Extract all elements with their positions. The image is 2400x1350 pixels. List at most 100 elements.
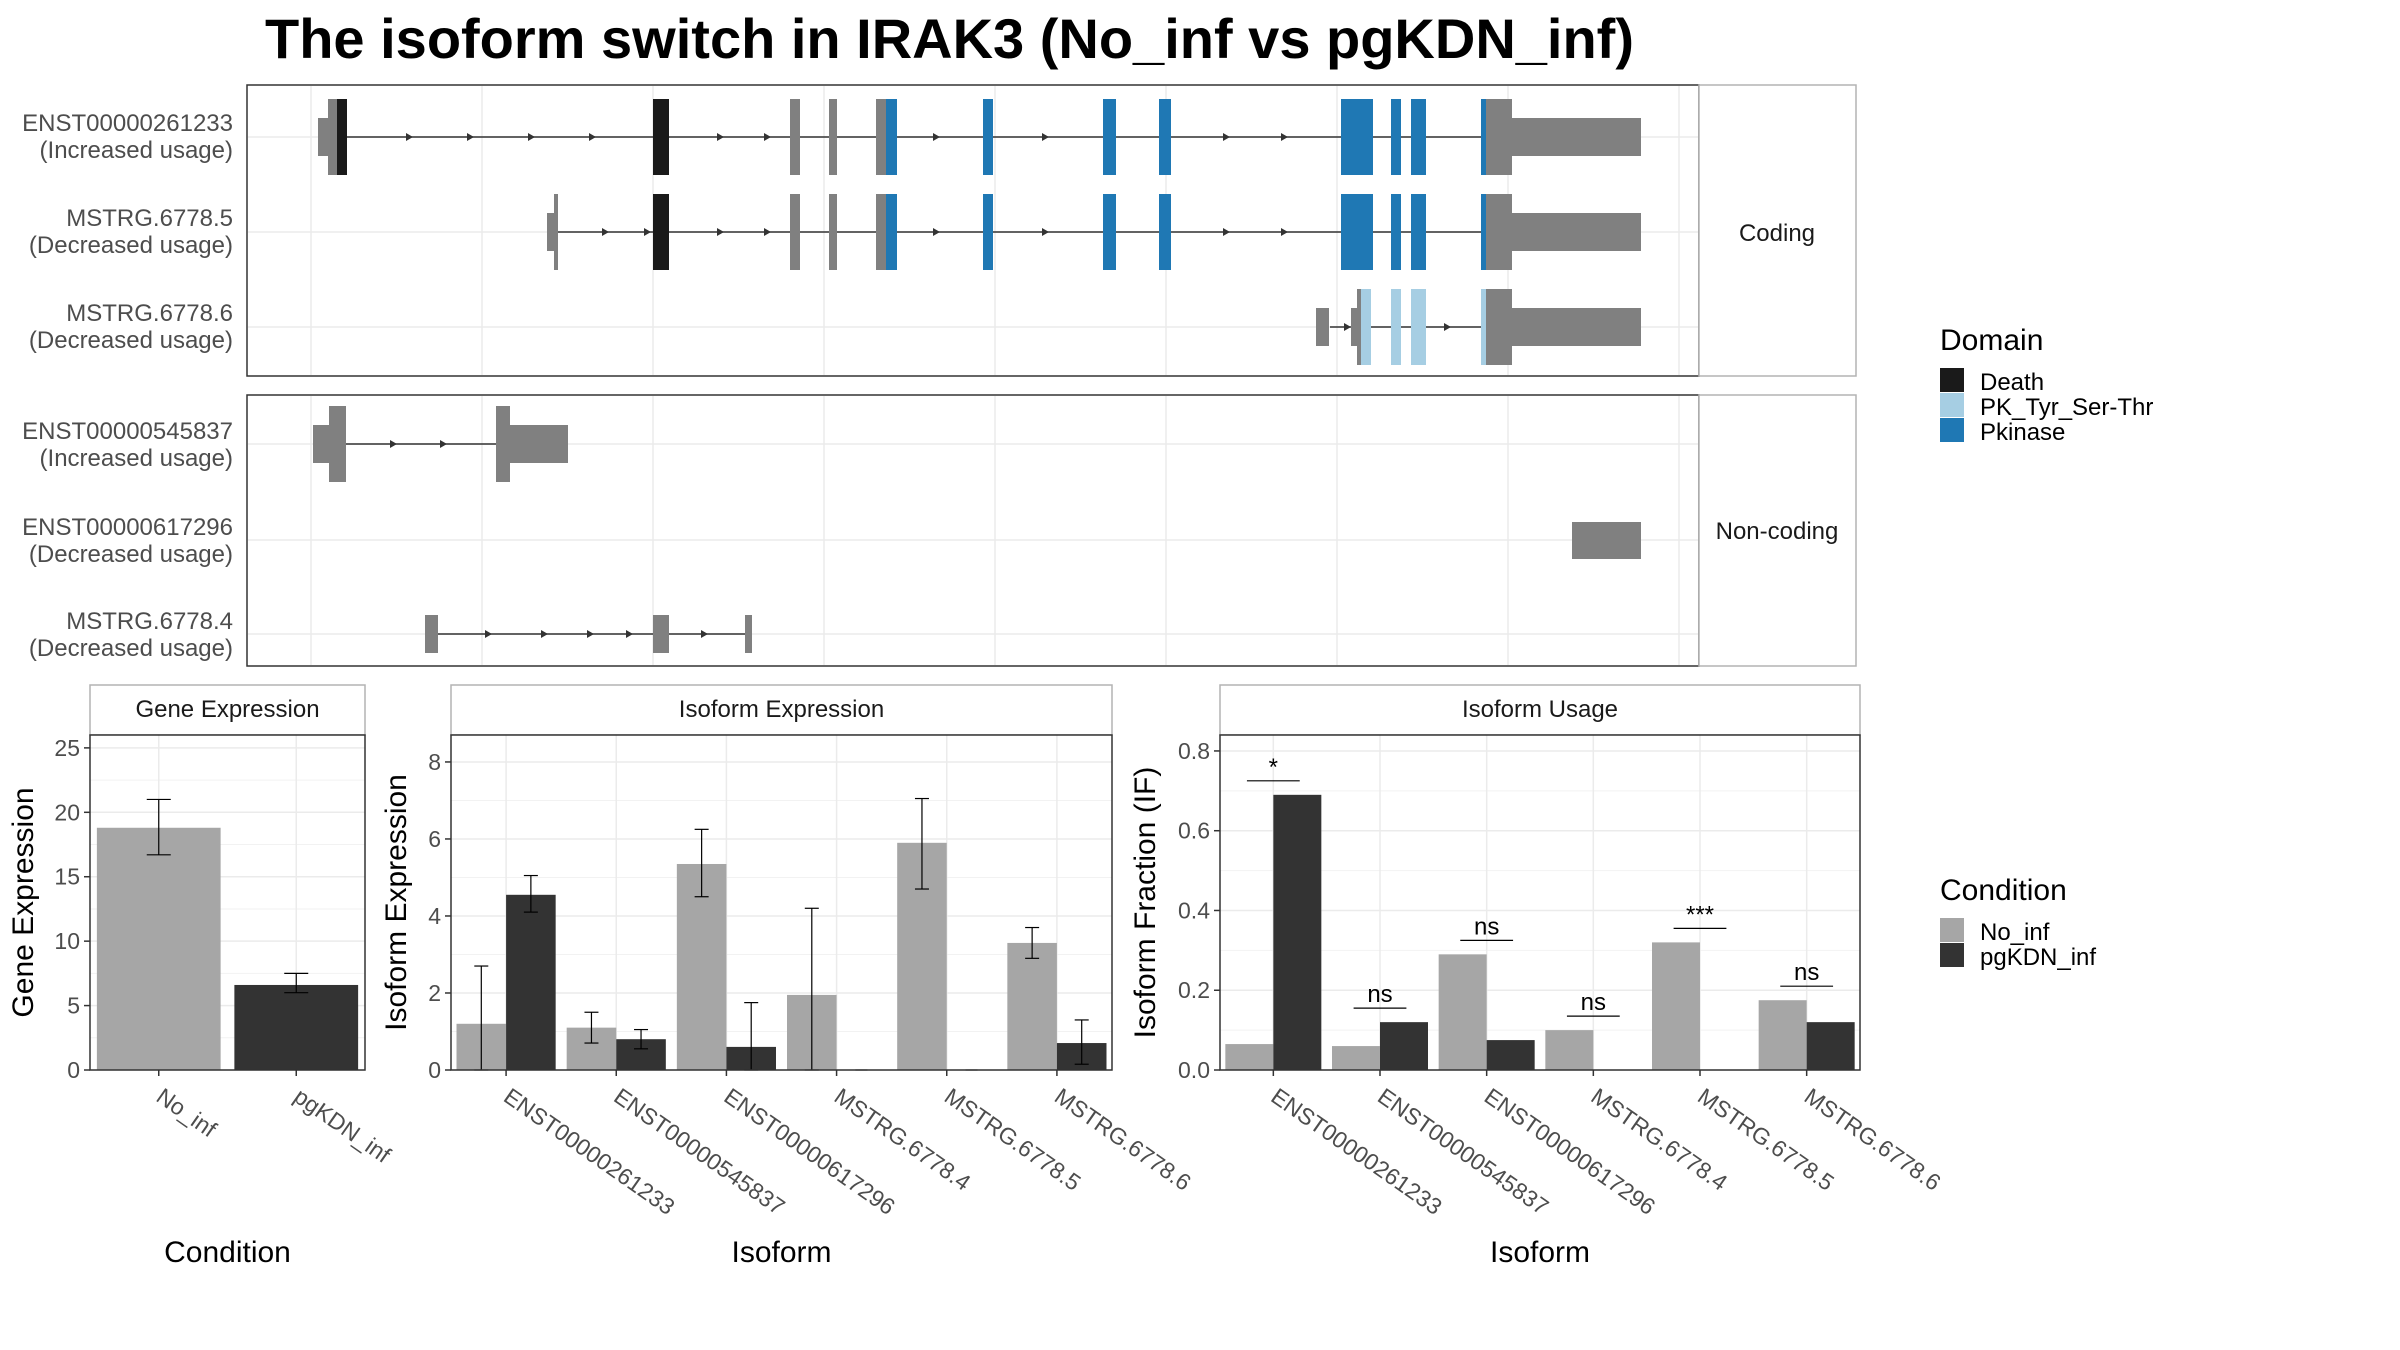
domain-pk-tyr-ser-thr [1361,289,1371,365]
x-tick-label: pgKDN_inf [289,1083,396,1168]
domain-pk-tyr-ser-thr [1411,289,1426,365]
condition-legend: Condition No_inf pgKDN_inf [1940,874,2096,971]
transcript-model-enst00000545837 [313,406,568,482]
error-bar [694,828,709,898]
transcript-name: MSTRG.6778.5 [66,205,233,232]
bar [1758,1000,1807,1070]
domain-pkinase [1481,194,1486,270]
domain-pkinase [1391,99,1401,175]
bar [234,984,359,1070]
bar [1380,1022,1428,1070]
transcript-models [313,99,1641,653]
bar [1332,1046,1380,1070]
chart-strip [450,684,1113,736]
intron-arrows [485,630,708,638]
domain-pkinase [1159,194,1171,270]
domain-pkinase [1391,194,1401,270]
legend-label-no-inf: No_inf [1980,919,2050,946]
structure-panel: Coding Non-coding ENST00000261233 (Incre… [22,84,1857,667]
bar [1652,942,1700,1070]
transcript-usage: (Decreased usage) [29,327,233,354]
noncoding-strip-label: Non-coding [1716,518,1839,545]
y-tick-label: 15 [54,864,80,890]
legend-key-no-inf [1940,918,1964,942]
chart-strip-title: Isoform Expression [679,696,884,723]
significance-label: ns [1474,913,1499,940]
bar-chart-3: Isoform Usage 0.0 0.2 0.4 0.6 0.8 * ns ns ns *** ns… [1129,684,1946,1269]
transcript-usage: (Decreased usage) [29,635,233,662]
domain-pk-tyr-ser-thr [1391,289,1401,365]
domain-death [653,99,669,175]
significance-label: *** [1686,901,1714,928]
transcript-usage: (Increased usage) [40,137,233,164]
transcript-usage: (Decreased usage) [29,232,233,259]
y-tick-label: 2 [428,980,441,1006]
y-axis-title: Isoform Fraction (IF) [1129,767,1162,1039]
x-axis-title: Isoform [1490,1236,1590,1269]
transcript-model-mstrg-6778-4 [425,615,752,653]
chart-strip-title: Isoform Usage [1462,696,1618,723]
transcript-labels: ENST00000261233 (Increased usage) MSTRG.… [22,110,233,662]
y-tick-label: 5 [67,993,80,1019]
error-bar [1074,1019,1089,1065]
transcript-name: MSTRG.6778.4 [66,608,233,635]
legend-label-pgkdn-inf: pgKDN_inf [1980,944,2096,971]
x-tick-label: No_inf [152,1083,222,1143]
intron-arrows [390,440,447,448]
y-tick-label: 0.6 [1178,818,1210,844]
domain-pkinase [983,194,993,270]
x-axis-title: Isoform [731,1236,831,1269]
y-axis-title: Gene Expression [7,787,40,1017]
transcript-model-enst00000261233 [318,99,1641,175]
domain-death [653,194,669,270]
bar [96,827,221,1070]
transcript-model-mstrg-6778-5 [547,194,1641,270]
significance-label: ns [1581,989,1606,1016]
chart-frame [1219,734,1861,1071]
noncoding-panel-frame [246,394,1700,667]
chart-strip [1219,684,1861,736]
legend-key-pk-tyr-ser-thr [1940,393,1964,417]
y-tick-label: 0 [67,1057,80,1083]
error-bar [146,798,171,856]
legend-key-pkinase [1940,418,1964,442]
bar [1438,954,1487,1070]
error-bar [914,797,929,890]
y-axis-title: Isoform Expression [380,774,413,1031]
y-tick-label: 0.8 [1178,738,1210,764]
legend-label-pkinase: Pkinase [1980,419,2065,446]
noncoding-strip [1698,394,1857,667]
chart-plot-area [451,735,1112,1070]
bar [1273,794,1322,1070]
domain-pkinase [1341,194,1373,270]
y-tick-label: 25 [54,735,80,761]
domain-legend-title: Domain [1940,324,2043,357]
domain-death [337,99,347,175]
error-bar [634,1028,649,1050]
y-tick-label: 0.4 [1178,897,1210,923]
intron-arrows [406,133,1288,141]
bar-chart-1: Gene Expression 0 5 10 15 20 25 No_inf pgKDN_inf… [7,684,396,1269]
domain-pkinase [1159,99,1171,175]
legend-label-death: Death [1980,369,2044,396]
x-tick-label: ENST00000617296 [1480,1083,1660,1220]
error-bar [523,874,538,913]
transcript-usage: (Increased usage) [40,445,233,472]
bar [1007,942,1057,1070]
domain-pkinase [1103,99,1116,175]
error-bar [584,1011,599,1044]
bar [1545,1030,1594,1070]
domain-pkinase [886,194,897,270]
x-tick-label: ENST00000261233 [1266,1083,1446,1220]
domain-pkinase [983,99,993,175]
x-axis-title: Condition [164,1236,291,1269]
y-tick-label: 6 [428,826,441,852]
domain-pkinase [1411,99,1426,175]
y-tick-label: 0 [428,1057,441,1083]
y-tick-label: 0.0 [1178,1057,1210,1083]
error-bar [1025,926,1040,959]
bar [506,894,556,1070]
transcript-name: ENST00000261233 [22,110,233,137]
